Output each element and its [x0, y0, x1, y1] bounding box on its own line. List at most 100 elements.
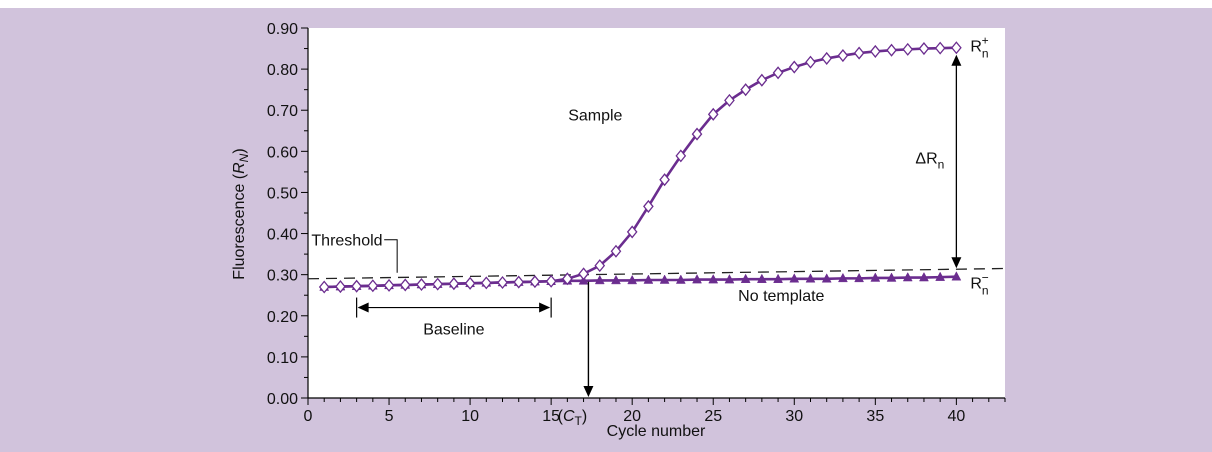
baseline-arrow-right [539, 302, 551, 313]
sample-point [448, 277, 460, 291]
sample-point [626, 225, 638, 239]
sample-point [545, 274, 557, 288]
no-template-point [643, 274, 654, 284]
threshold-line [307, 267, 1006, 280]
rn-minus-label: Rn− [970, 271, 988, 298]
no-template-point [724, 274, 735, 284]
no-template-point [627, 274, 638, 285]
x-tick-label: 15 [542, 408, 560, 425]
x-tick-label: 40 [947, 408, 965, 425]
no-template-point [594, 274, 605, 285]
no-template-point [611, 274, 621, 285]
baseline-arrow-left [357, 302, 369, 313]
sample-point [724, 93, 735, 107]
sample-point [951, 41, 962, 55]
sample-point [335, 280, 346, 294]
threshold-label: Threshold [311, 233, 382, 250]
sample-point [513, 275, 525, 289]
sample-point [399, 278, 411, 292]
sample-point [934, 41, 946, 55]
sample-point [610, 244, 622, 258]
no-template-point [870, 272, 881, 282]
sample-point [772, 66, 784, 80]
no-template-point [919, 272, 929, 282]
sample-point [480, 276, 492, 290]
y-tick-label: 0.50 [267, 185, 298, 202]
no-template-label: No template [738, 288, 824, 305]
no-template-point [821, 273, 832, 283]
delta-rn-arrow-down [951, 257, 962, 269]
no-template-point [675, 274, 686, 284]
ct-label: (CT) [558, 408, 588, 428]
y-tick-label: 0.80 [267, 62, 298, 79]
y-tick-label: 0.10 [267, 350, 298, 367]
no-template-point [886, 272, 897, 282]
no-template-point [789, 273, 800, 283]
no-template-point [854, 272, 865, 283]
x-tick-label: 35 [866, 408, 884, 425]
y-tick-label: 0.60 [267, 144, 298, 161]
sample-point [367, 279, 379, 293]
no-template-point [805, 273, 816, 283]
qpcr-amplification-chart: 0.00 0.10 0.20 0.30 0.40 0.50 0.60 0.70 0.80 0.90… [231, 21, 1006, 440]
sample-point [837, 49, 849, 63]
sample-point [464, 276, 476, 290]
no-template-point [773, 273, 783, 283]
x-tick-label: 0 [304, 408, 313, 425]
sample-point [691, 127, 703, 141]
no-template-point [837, 272, 848, 283]
sample-point [432, 277, 444, 291]
no-template-series-line [324, 275, 957, 289]
rn-plus-label: Rn+ [970, 34, 988, 61]
no-template-point [659, 274, 670, 284]
no-template-point [692, 274, 702, 284]
sample-point [821, 51, 833, 65]
figure-frame: 0.00 0.10 0.20 0.30 0.40 0.50 0.60 0.70 0.80 0.90… [0, 8, 1212, 452]
x-tick-label: 20 [623, 408, 641, 425]
sample-point [756, 73, 768, 87]
sample-label: Sample [568, 107, 622, 124]
baseline-label: Baseline [423, 322, 484, 339]
no-template-point [708, 274, 719, 284]
x-tick-label: 25 [704, 408, 722, 425]
no-template-point [740, 273, 751, 283]
sample-point [594, 259, 606, 273]
sample-point [740, 83, 751, 97]
sample-point [529, 275, 541, 289]
sample-point [562, 272, 573, 286]
sample-point [383, 278, 395, 292]
sample-point [869, 44, 881, 58]
sample-point [707, 107, 719, 121]
sample-point [578, 267, 589, 281]
y-axis-title: Fluorescence (RN) [231, 148, 251, 279]
y-tick-label: 0.00 [267, 391, 298, 408]
sample-point [416, 278, 427, 292]
no-template-point [902, 272, 913, 282]
x-tick-label: 30 [785, 408, 803, 425]
plot-area [308, 28, 1005, 398]
x-tick-label: 10 [461, 408, 479, 425]
sample-point [675, 149, 687, 163]
no-template-point [935, 271, 946, 281]
sample-point [853, 46, 865, 60]
sample-point [643, 199, 654, 213]
y-tick-label: 0.20 [267, 309, 298, 326]
sample-point [788, 60, 800, 74]
threshold-leader-line [384, 239, 398, 273]
sample-point [886, 43, 897, 57]
sample-point [497, 275, 508, 290]
y-tick-label: 0.30 [267, 268, 298, 285]
delta-rn-arrow-up [951, 54, 962, 66]
no-template-point [756, 273, 767, 283]
sample-point [902, 42, 914, 56]
sample-point [318, 280, 330, 294]
delta-rn-label: ΔRn [915, 150, 944, 171]
y-tick-label: 0.40 [267, 227, 298, 244]
sample-point [659, 173, 670, 187]
x-tick-label: 5 [385, 408, 394, 425]
sample-point [918, 42, 930, 56]
no-template-point [951, 271, 962, 281]
ct-arrow-head [583, 386, 594, 397]
x-axis-title: Cycle number [607, 423, 706, 440]
sample-point [351, 279, 362, 293]
